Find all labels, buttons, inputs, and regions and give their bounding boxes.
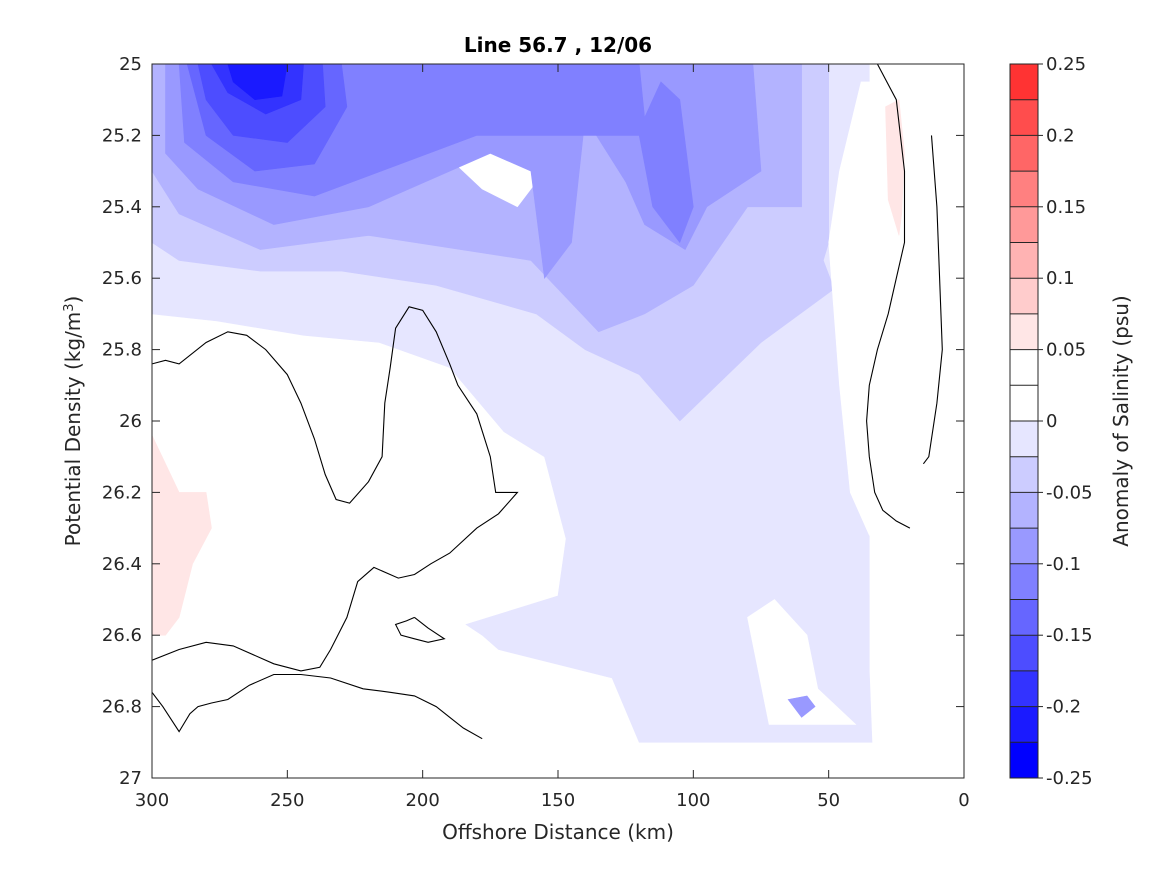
x-axis: 300 250 200 150 100 50 0 xyxy=(135,64,970,811)
y-tick-label: 25.8 xyxy=(102,340,142,361)
contour-region-11 xyxy=(787,695,816,718)
colorbar xyxy=(1009,63,1039,779)
y-axis-label-tail: ) xyxy=(61,296,85,304)
colorbar-tick-label: -0.2 xyxy=(1046,697,1081,718)
x-tick-label: 150 xyxy=(541,790,575,811)
zero-contour-line-1 xyxy=(152,673,483,740)
colorbar-swatch xyxy=(1010,706,1038,743)
zero-contour-line-2 xyxy=(394,616,446,643)
x-tick-label: 200 xyxy=(405,790,439,811)
y-tick-label: 25.4 xyxy=(102,197,142,218)
x-tick-label: 300 xyxy=(135,790,169,811)
colorbar-swatch xyxy=(1010,599,1038,636)
y-tick-label: 26.2 xyxy=(102,482,142,503)
colorbar-swatch xyxy=(1010,206,1038,243)
colorbar-swatch xyxy=(1010,99,1038,136)
y-tick-label: 25.6 xyxy=(102,268,142,289)
colorbar-swatch xyxy=(1010,456,1038,493)
colorbar-tick-label: -0.15 xyxy=(1046,625,1093,646)
y-tick-label: 25.2 xyxy=(102,125,142,146)
y-axis: 25 25.2 25.4 25.6 25.8 26 26.2 26.4 26.6 26.8 27 xyxy=(102,54,964,789)
colorbar-swatch xyxy=(1010,171,1038,207)
colorbar-tick-label: 0.05 xyxy=(1046,340,1086,361)
chart-title: Line 56.7 , 12/06 xyxy=(464,33,652,57)
x-tick-label: 50 xyxy=(817,790,840,811)
y-tick-label: 27 xyxy=(119,768,142,789)
colorbar-swatch xyxy=(1010,635,1038,671)
x-tick-label: 100 xyxy=(676,790,710,811)
filled-contour-regions xyxy=(152,64,959,743)
colorbar-swatch xyxy=(1010,563,1038,600)
y-tick-label: 25 xyxy=(119,54,142,75)
colorbar-swatch xyxy=(1010,242,1038,279)
colorbar-tick-label: -0.1 xyxy=(1046,554,1081,575)
colorbar-swatch xyxy=(1010,64,1038,100)
colorbar-swatch xyxy=(1010,349,1038,386)
colorbar-swatch xyxy=(1010,421,1038,457)
x-tick-label: 250 xyxy=(270,790,304,811)
colorbar-swatch xyxy=(1010,742,1038,778)
colorbar-swatch xyxy=(1010,385,1038,421)
contour-region-10 xyxy=(227,64,288,101)
colorbar-tick-label: 0.15 xyxy=(1046,197,1086,218)
zero-contour-line-3 xyxy=(866,64,911,529)
x-axis-label: Offshore Distance (km) xyxy=(442,820,674,844)
colorbar-swatch xyxy=(1010,492,1038,529)
y-tick-label: 26.6 xyxy=(102,625,142,646)
colorbar-tick-label: 0.2 xyxy=(1046,125,1075,146)
colorbar-tick-label: 0.25 xyxy=(1046,54,1086,75)
colorbar-tick-label: -0.25 xyxy=(1046,768,1093,789)
colorbar-swatch xyxy=(1010,528,1038,564)
zero-contour-line-4 xyxy=(922,135,943,465)
colorbar-swatch xyxy=(1010,313,1038,350)
y-axis-label-base: Potential Density (kg/m xyxy=(61,312,85,547)
colorbar-tick-label: 0 xyxy=(1046,411,1057,432)
colorbar-swatch xyxy=(1010,670,1038,707)
colorbar-tick-label: -0.05 xyxy=(1046,482,1093,503)
colorbar-label: Anomaly of Salinity (psu) xyxy=(1109,295,1133,546)
zero-contour-line-0 xyxy=(152,306,519,672)
contour-region-1 xyxy=(747,599,857,725)
y-tick-label: 26.8 xyxy=(102,697,142,718)
zero-contour-lines xyxy=(152,64,943,740)
colorbar-ticks: 0.25 0.2 0.15 0.1 0.05 0 -0.05 -0.1 -0.15 -0.2 -0.… xyxy=(1038,54,1093,789)
x-tick-label: 0 xyxy=(958,790,969,811)
colorbar-swatch xyxy=(1010,135,1038,172)
y-axis-label: Potential Density (kg/m3) xyxy=(61,296,85,547)
colorbar-tick-label: 0.1 xyxy=(1046,268,1075,289)
y-axis-label-superscript: 3 xyxy=(62,303,77,311)
colorbar-swatch xyxy=(1010,278,1038,314)
y-tick-label: 26 xyxy=(119,411,142,432)
y-tick-label: 26.4 xyxy=(102,554,142,575)
